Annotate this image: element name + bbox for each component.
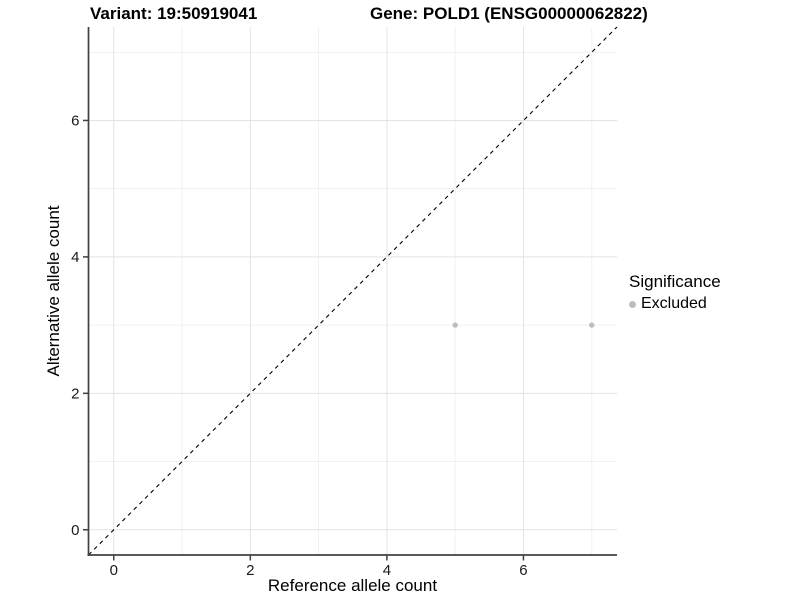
identity-dashed-line [88,26,618,556]
legend-item-label: Excluded [641,295,707,312]
y-tick-label: 6 [71,112,79,129]
excluded-point-icon [629,300,636,308]
x-tick-label: 2 [246,562,254,579]
y-tick-label: 4 [71,249,79,266]
x-tick-label: 4 [383,562,391,579]
y-tick-label: 2 [71,385,79,402]
plot-title-variant: Variant: 19:50919041 [90,4,258,23]
legend-item-excluded: Excluded [629,295,721,313]
legend: Significance Excluded [629,272,721,313]
x-tick-label: 6 [519,562,527,579]
data-point [589,322,595,328]
plot-title-gene: Gene: POLD1 (ENSG00000062822) [370,4,648,23]
x-tick-label: 0 [110,562,118,579]
y-axis-title: Alternative allele count [44,205,63,377]
legend-title: Significance [629,272,721,291]
y-tick-label: 0 [71,522,79,539]
x-axis-title: Reference allele count [267,576,438,595]
data-point [452,322,458,328]
